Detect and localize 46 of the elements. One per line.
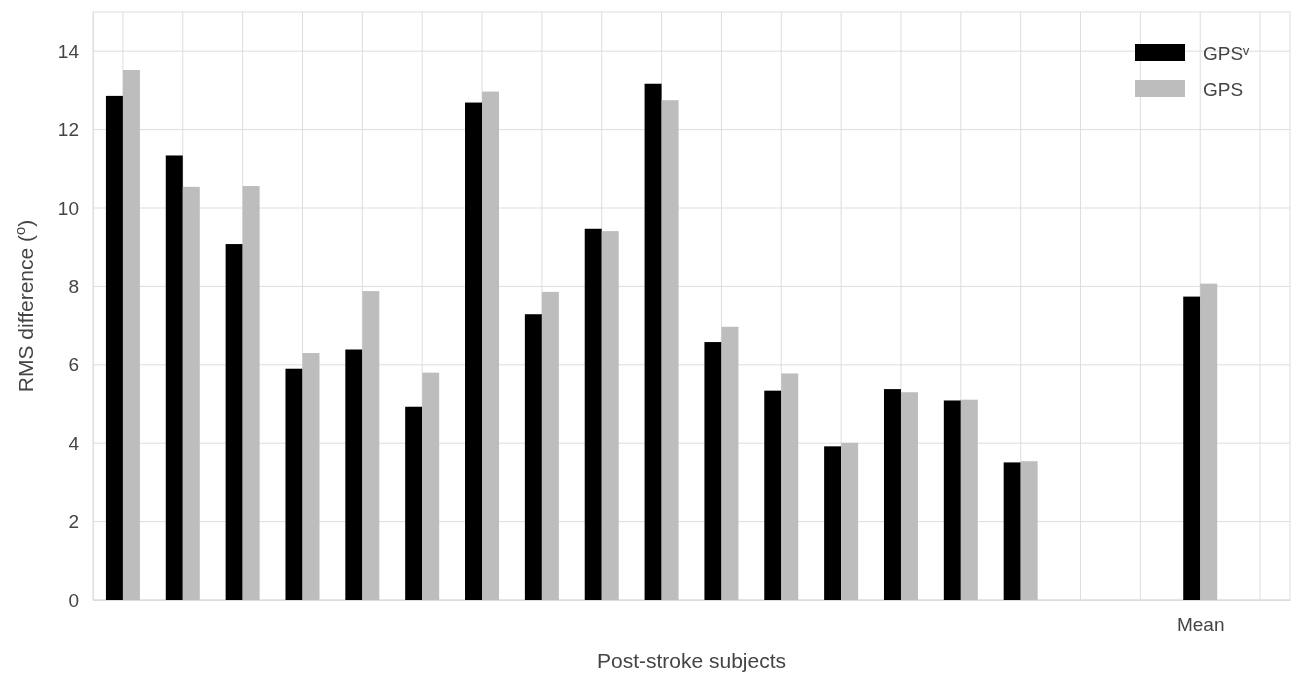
- bar: [302, 353, 320, 600]
- y-tick-label: 0: [68, 589, 79, 611]
- bar: [1200, 283, 1218, 600]
- bar: [584, 228, 602, 600]
- bar: [285, 368, 303, 600]
- legend-label: GPSᵛ: [1203, 43, 1251, 64]
- bar: [661, 100, 679, 600]
- bar: [362, 291, 380, 600]
- y-tick-label: 8: [68, 275, 79, 297]
- bar: [345, 349, 363, 600]
- bar: [122, 70, 140, 600]
- x-axis-title: Post-stroke subjects: [596, 649, 787, 672]
- bar: [165, 155, 183, 600]
- bar: [764, 390, 782, 600]
- bar: [960, 399, 978, 600]
- bar: [704, 342, 722, 600]
- bar: [883, 389, 901, 600]
- bar: [465, 102, 483, 600]
- y-tick-label: 6: [68, 354, 79, 376]
- bar: [1003, 462, 1021, 600]
- bar: [242, 186, 260, 600]
- bar: [721, 326, 739, 600]
- bar: [422, 372, 440, 600]
- bar: [900, 392, 918, 600]
- y-tick-label: 12: [57, 119, 79, 141]
- bar: [524, 314, 542, 600]
- y-tick-label: 4: [68, 432, 80, 454]
- bar: [1183, 296, 1201, 600]
- bar: [644, 83, 662, 600]
- y-tick-label: 2: [68, 511, 79, 533]
- bar: [225, 244, 243, 600]
- y-tick-label: 14: [57, 40, 80, 62]
- y-tick-label: 10: [57, 197, 79, 219]
- bar: [824, 446, 842, 600]
- bar: [841, 442, 859, 600]
- bar: [781, 373, 799, 600]
- bar: [541, 291, 559, 600]
- bar: [943, 400, 961, 600]
- legend-label: GPS: [1203, 79, 1244, 100]
- bar: [601, 231, 619, 600]
- bar: [182, 186, 200, 600]
- bar: [1020, 461, 1038, 600]
- bar: [105, 95, 123, 600]
- bar: [482, 91, 500, 600]
- x-tick-label: Mean: [1176, 614, 1225, 636]
- bar: [405, 406, 423, 600]
